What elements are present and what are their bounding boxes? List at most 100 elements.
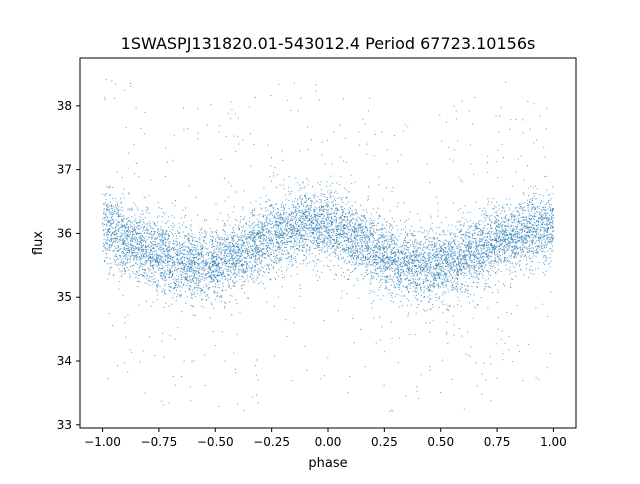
data-point <box>178 252 180 254</box>
data-point <box>212 253 214 255</box>
data-point <box>191 268 193 270</box>
data-point <box>528 234 530 236</box>
data-point <box>154 240 156 242</box>
data-point <box>286 234 288 236</box>
data-point <box>416 255 418 257</box>
data-point <box>180 260 182 262</box>
data-point <box>253 242 255 244</box>
data-point <box>365 232 367 234</box>
data-point <box>397 262 399 264</box>
data-point <box>235 252 237 254</box>
data-point <box>361 246 363 248</box>
data-point <box>154 355 156 357</box>
data-point <box>201 305 203 307</box>
data-point <box>283 239 285 241</box>
data-point <box>150 264 152 266</box>
data-point <box>499 238 501 240</box>
data-point <box>195 277 197 279</box>
data-point <box>114 246 116 248</box>
data-point <box>382 247 384 249</box>
data-point <box>356 277 358 279</box>
data-point <box>183 257 185 259</box>
data-point <box>490 262 492 264</box>
data-point <box>435 250 437 252</box>
data-point <box>125 227 127 229</box>
data-point <box>230 265 232 267</box>
data-point <box>333 278 335 280</box>
data-point <box>412 243 414 245</box>
data-point <box>484 261 486 263</box>
data-point <box>543 217 545 219</box>
data-point <box>103 244 105 246</box>
data-point <box>508 238 510 240</box>
data-point <box>365 234 367 236</box>
data-point <box>181 277 183 279</box>
data-point <box>242 225 244 227</box>
data-point <box>302 221 304 223</box>
data-point <box>209 287 211 289</box>
data-point <box>150 241 152 243</box>
data-point <box>191 361 193 363</box>
data-point <box>276 271 278 273</box>
data-point <box>495 237 497 239</box>
data-point <box>409 258 411 260</box>
data-point <box>527 223 529 225</box>
data-point <box>543 229 545 231</box>
data-point <box>502 239 504 241</box>
data-point <box>106 207 108 209</box>
data-point <box>485 283 487 285</box>
data-point <box>406 242 408 244</box>
data-point <box>402 271 404 273</box>
data-point <box>447 265 449 267</box>
data-point <box>426 265 428 267</box>
data-point <box>445 251 447 253</box>
data-point <box>159 260 161 262</box>
data-point <box>232 243 234 245</box>
data-point <box>217 252 219 254</box>
data-point <box>416 250 418 252</box>
data-point <box>532 239 534 241</box>
data-point <box>439 257 441 259</box>
data-point <box>512 229 514 231</box>
data-point <box>235 263 237 264</box>
data-point <box>380 271 382 273</box>
data-point <box>398 258 400 260</box>
data-point <box>341 208 343 210</box>
data-point <box>494 237 496 239</box>
data-point <box>169 256 171 258</box>
data-point <box>448 265 450 267</box>
data-point <box>329 185 331 187</box>
data-point <box>544 235 546 237</box>
data-point <box>194 269 196 271</box>
data-point <box>130 221 131 223</box>
data-point <box>478 221 480 223</box>
data-point <box>476 252 478 254</box>
data-point <box>162 229 164 231</box>
data-point <box>469 237 471 239</box>
data-point <box>166 247 168 249</box>
data-point <box>360 234 362 236</box>
data-point <box>214 260 216 262</box>
data-point <box>337 233 338 235</box>
data-point <box>234 257 236 259</box>
data-point <box>341 223 343 225</box>
data-point <box>280 233 282 235</box>
data-point <box>200 254 202 256</box>
data-point <box>188 237 190 239</box>
data-point <box>534 231 536 233</box>
data-point <box>323 205 325 207</box>
data-point <box>310 215 312 217</box>
data-point <box>212 278 214 280</box>
data-point <box>246 241 247 243</box>
data-point <box>492 248 494 250</box>
data-point <box>218 248 220 250</box>
data-point <box>318 238 320 240</box>
data-point <box>362 225 364 227</box>
data-point <box>234 282 236 284</box>
data-point <box>547 212 549 214</box>
data-point <box>107 206 109 208</box>
data-point <box>500 231 502 233</box>
data-point <box>408 291 410 293</box>
data-point <box>276 234 278 236</box>
data-point <box>236 262 238 264</box>
